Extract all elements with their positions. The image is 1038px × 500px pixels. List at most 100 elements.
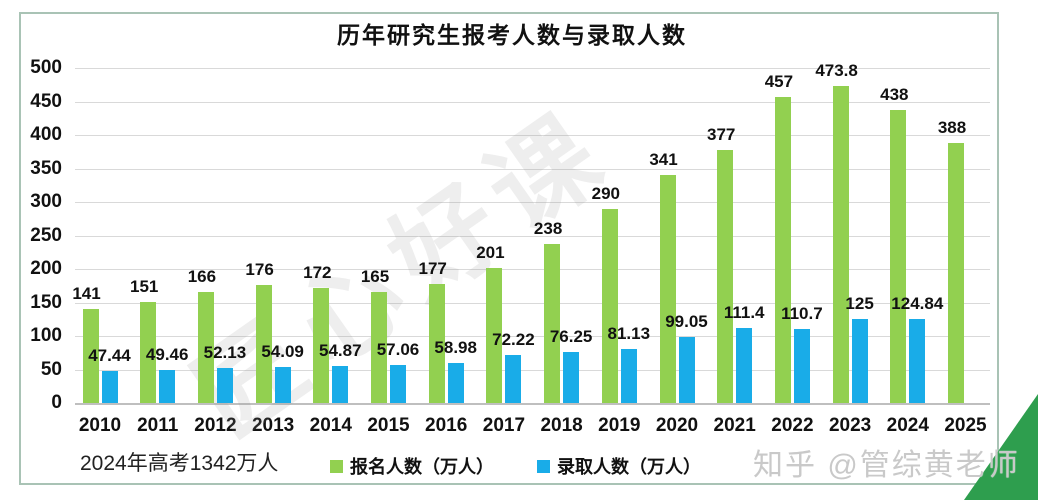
bar-admitted-2015 — [390, 364, 406, 403]
gridline-500 — [75, 68, 990, 69]
bar-label-admitted-2018: 76.25 — [549, 326, 593, 346]
legend-swatch-blue — [537, 459, 550, 473]
bar-label-admitted-2013: 54.09 — [261, 341, 304, 361]
bar-admitted-2016 — [447, 363, 464, 403]
bar-label-admitted-2015: 57.06 — [376, 339, 420, 359]
x-axis-tick-2023: 2023 — [828, 415, 872, 436]
gridline-450 — [75, 101, 990, 103]
bar-admitted-2012 — [216, 368, 233, 403]
legend-label-admitted: 录取人数（万人） — [557, 457, 701, 477]
bar-label-applicants-2012: 166 — [187, 266, 217, 286]
x-axis-tick-2021: 2021 — [713, 415, 756, 436]
bar-label-applicants-2014: 172 — [303, 262, 332, 282]
legend-item-applicants: 报名人数（万人） — [330, 453, 494, 479]
x-axis-tick-2016: 2016 — [425, 415, 468, 436]
x-axis-tick-2020: 2020 — [655, 415, 699, 436]
bar-applicants-2019 — [601, 208, 618, 403]
y-axis-tick-0: 0 — [51, 392, 62, 413]
bar-label-admitted-2021: 111.4 — [723, 303, 765, 323]
bar-applicants-2014 — [313, 287, 330, 403]
y-axis-tick-400: 400 — [30, 124, 62, 145]
y-axis-tick-450: 450 — [30, 90, 62, 112]
bar-label-admitted-2023: 125 — [845, 294, 874, 314]
bar-label-admitted-2019: 81.13 — [607, 323, 651, 343]
x-axis-tick-2012: 2012 — [194, 415, 237, 436]
bar-applicants-2024 — [890, 109, 907, 403]
gridline-250 — [75, 235, 990, 237]
chart-title: 历年研究生报考人数与录取人数 — [337, 23, 687, 48]
legend-swatch-green — [330, 459, 343, 473]
x-axis-tick-2011: 2011 — [137, 415, 179, 436]
gridline-200 — [75, 269, 990, 270]
bar-admitted-2024 — [909, 319, 926, 403]
bar-admitted-2014 — [332, 366, 349, 403]
bar-label-applicants-2025: 388 — [937, 118, 967, 138]
x-axis-tick-2017: 2017 — [482, 415, 526, 436]
bar-applicants-2018 — [544, 243, 561, 403]
gridline-400 — [75, 135, 990, 136]
bar-admitted-2013 — [274, 366, 291, 403]
y-axis-tick-250: 250 — [30, 224, 62, 246]
bar-label-applicants-2017: 201 — [476, 243, 505, 263]
x-axis-tick-2019: 2019 — [598, 415, 641, 436]
gridline-350 — [75, 168, 990, 170]
bar-admitted-2021 — [736, 328, 753, 403]
bar-applicants-2025 — [948, 143, 964, 403]
bar-label-admitted-2016: 58.98 — [434, 338, 477, 358]
bar-admitted-2019 — [620, 348, 637, 403]
bar-applicants-2023 — [832, 85, 849, 403]
bar-label-admitted-2014: 54.87 — [319, 341, 362, 361]
corner-triangle-decoration — [964, 394, 1038, 500]
x-axis-tick-2013: 2013 — [251, 415, 295, 436]
bar-label-applicants-2018: 238 — [533, 218, 563, 238]
bar-applicants-2017 — [486, 268, 503, 403]
bar-admitted-2023 — [851, 319, 868, 403]
bar-label-admitted-2011: 49.46 — [145, 344, 189, 364]
bar-label-applicants-2010: 141 — [72, 283, 101, 303]
gridline-0 — [75, 403, 990, 405]
bar-admitted-2018 — [563, 351, 580, 403]
bar-applicants-2011 — [140, 301, 157, 403]
gridline-50 — [75, 369, 990, 371]
gridline-300 — [75, 202, 990, 203]
bar-applicants-2010 — [82, 308, 99, 403]
y-axis-tick-500: 500 — [30, 57, 62, 78]
caption-text: 2024年高考1342万人 — [80, 452, 279, 475]
legend-label-applicants: 报名人数（万人） — [350, 457, 494, 477]
x-axis-tick-2015: 2015 — [367, 415, 410, 436]
y-axis-tick-350: 350 — [30, 157, 62, 179]
bar-label-admitted-2017: 72.22 — [492, 329, 535, 349]
bar-applicants-2020 — [659, 174, 676, 403]
x-axis-tick-2014: 2014 — [309, 415, 352, 436]
bar-label-admitted-2010: 47.44 — [88, 346, 131, 366]
bar-label-applicants-2016: 177 — [418, 259, 447, 279]
x-axis-tick-2010: 2010 — [78, 415, 122, 436]
bar-admitted-2017 — [505, 354, 522, 403]
bar-applicants-2016 — [428, 284, 445, 403]
bar-applicants-2015 — [371, 292, 387, 403]
bar-label-admitted-2022: 110.7 — [781, 303, 823, 323]
bar-label-admitted-2012: 52.13 — [203, 343, 247, 363]
y-axis-tick-300: 300 — [30, 191, 62, 212]
x-axis-tick-2024: 2024 — [886, 415, 929, 436]
bar-label-applicants-2024: 438 — [880, 84, 909, 104]
gridline-100 — [75, 336, 990, 337]
zhihu-credit-watermark: 知乎 @管综黄老师 — [753, 449, 1020, 482]
bar-applicants-2013 — [255, 285, 272, 403]
y-axis-tick-50: 50 — [40, 358, 62, 380]
bar-label-applicants-2015: 165 — [360, 267, 390, 287]
bar-label-applicants-2022: 457 — [764, 71, 794, 91]
y-axis-tick-150: 150 — [30, 291, 62, 313]
bar-label-applicants-2023: 473.8 — [815, 60, 858, 80]
bar-applicants-2022 — [774, 96, 791, 403]
bar-admitted-2011 — [159, 369, 176, 403]
bar-applicants-2021 — [717, 150, 734, 403]
y-axis-tick-100: 100 — [30, 325, 62, 346]
y-axis-tick-200: 200 — [30, 258, 62, 279]
chart-frame-border — [19, 12, 999, 485]
bar-label-applicants-2013: 176 — [245, 260, 274, 280]
bar-label-applicants-2019: 290 — [591, 183, 620, 203]
bar-admitted-2010 — [101, 371, 118, 403]
x-axis-tick-2022: 2022 — [771, 415, 814, 436]
